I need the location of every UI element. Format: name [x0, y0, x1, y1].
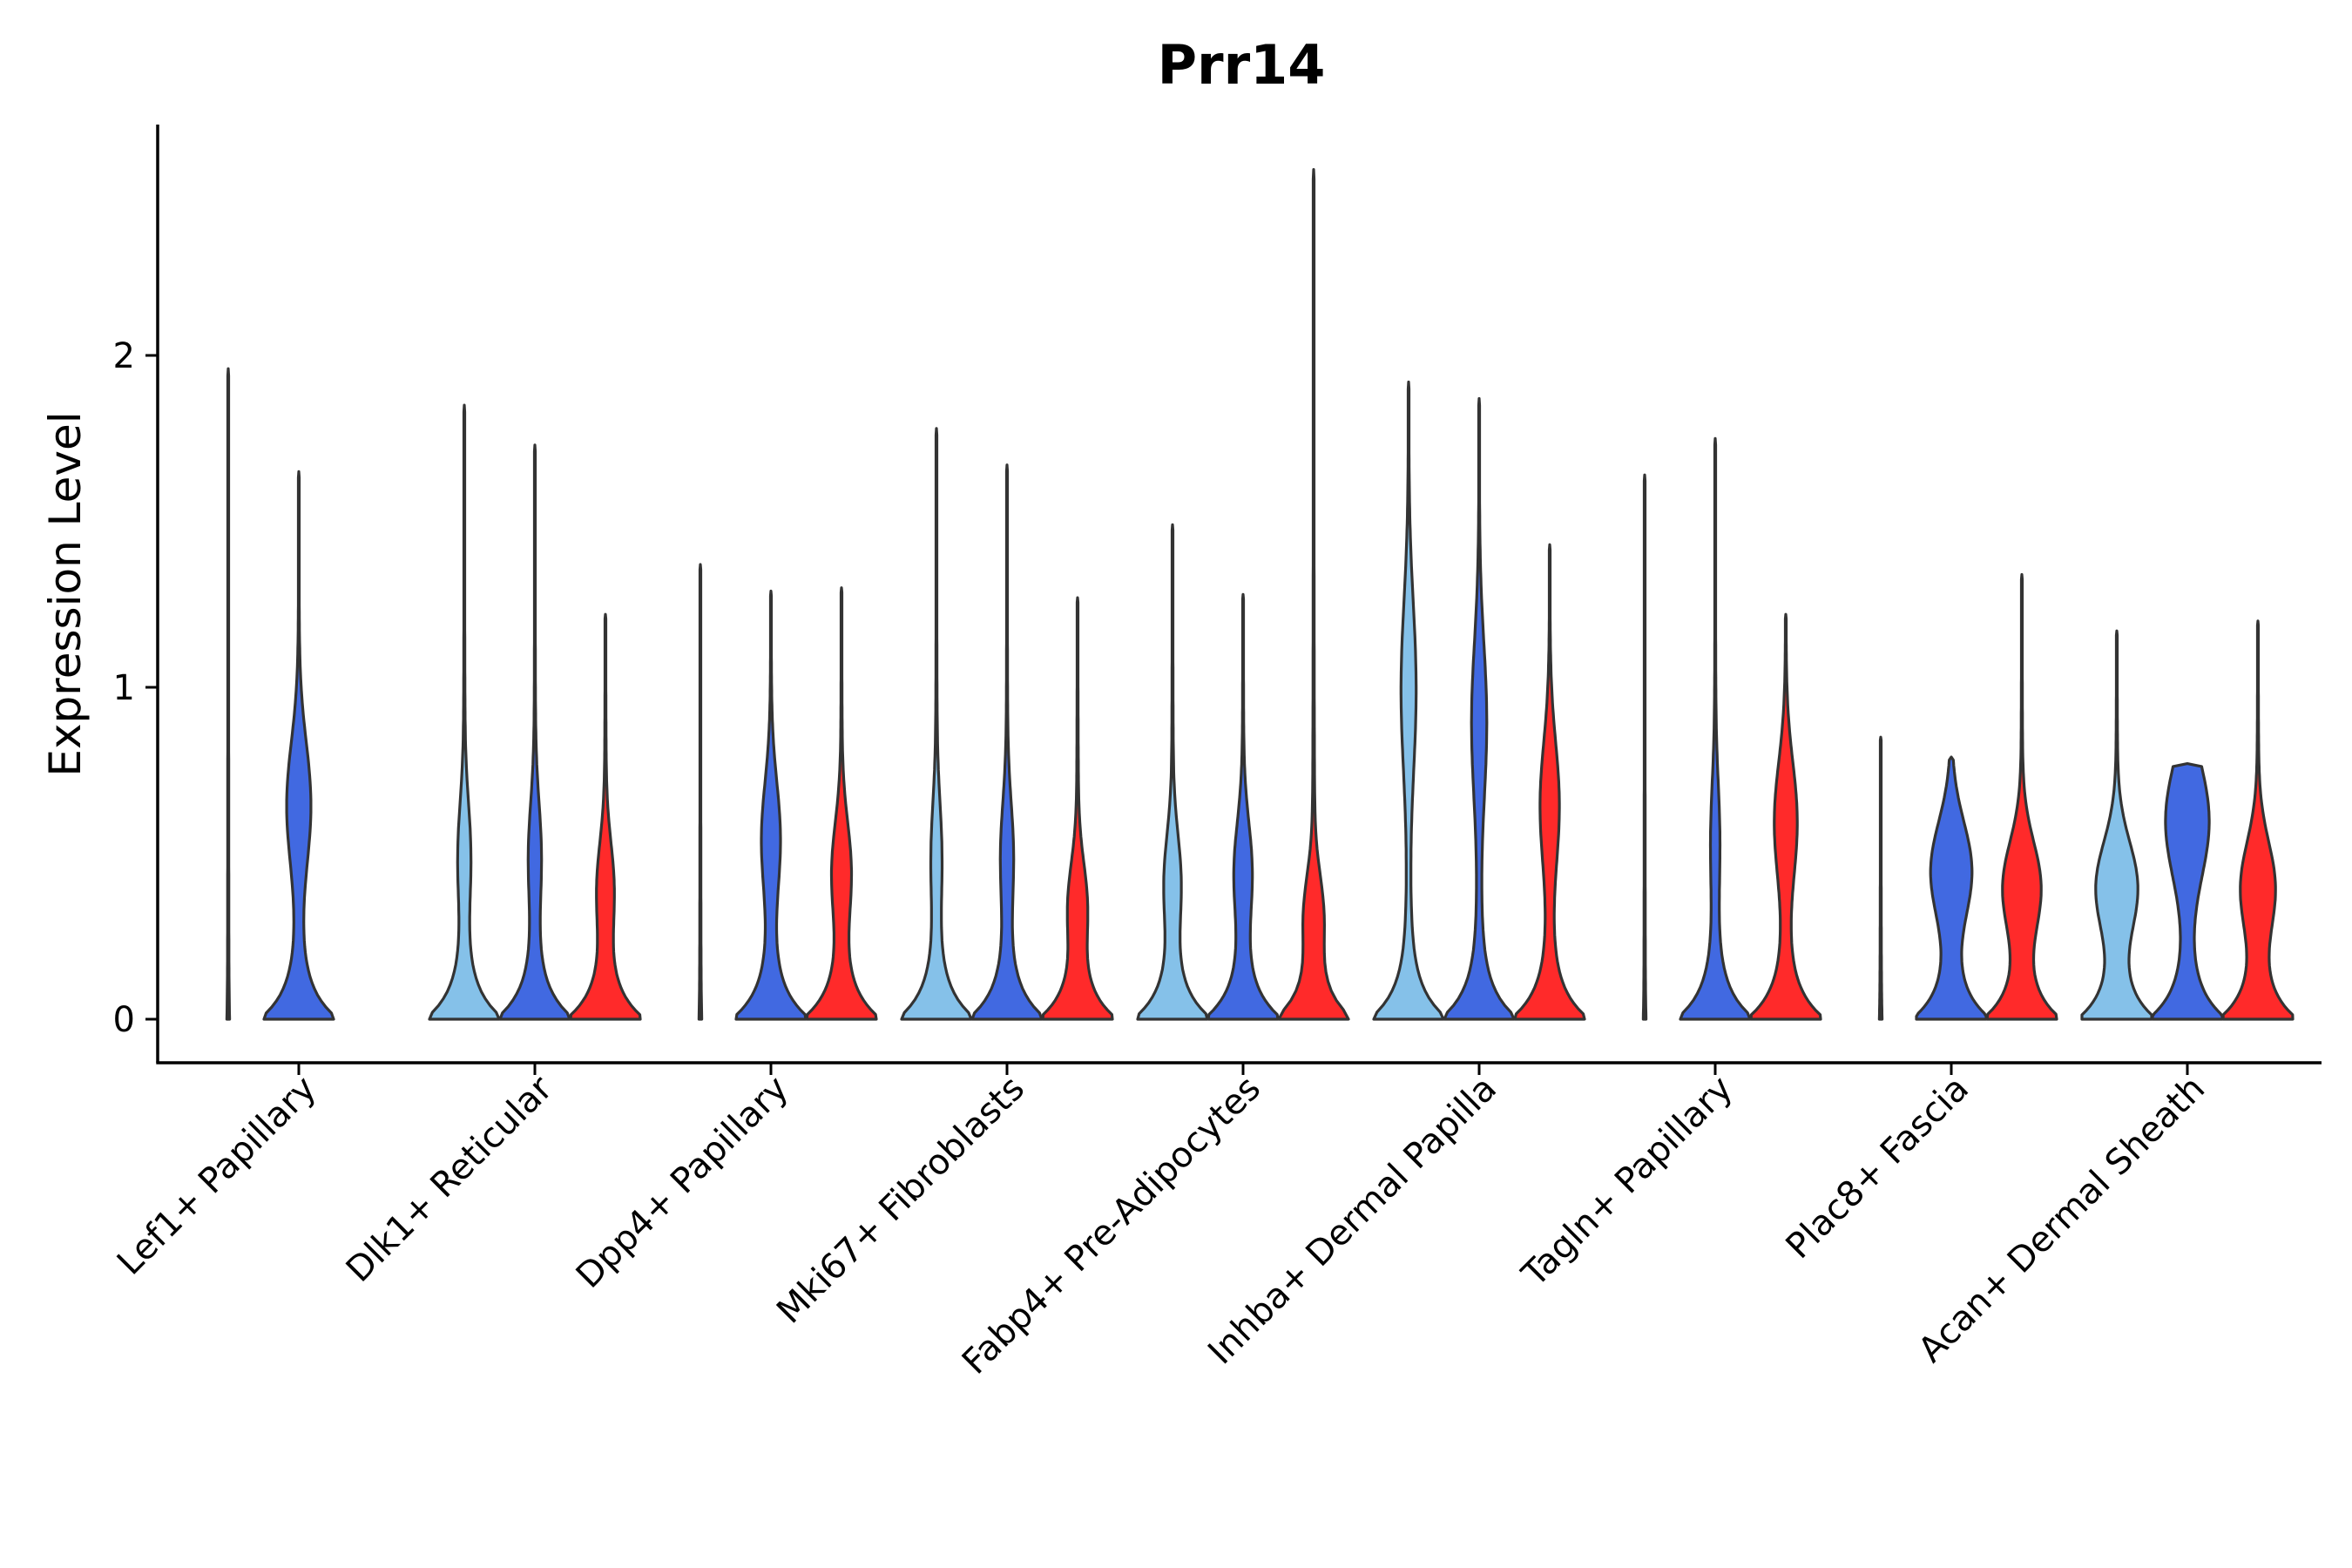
- y-tick-label: 1: [113, 668, 135, 708]
- x-ticks: Lef1+ Papillary Dlk1+ Reticular Dpp4+ Papi…: [110, 1063, 2213, 1382]
- violin-3-1: [697, 563, 704, 1021]
- violin-4-1: [900, 427, 973, 1021]
- violin-1-1: [225, 367, 232, 1021]
- violin-8-1: [1877, 735, 1884, 1021]
- violin-7-3: [1749, 612, 1822, 1021]
- violin-5-2: [1206, 592, 1280, 1021]
- violin-7-1: [1641, 473, 1648, 1021]
- violin-4-2: [970, 463, 1044, 1021]
- violin-2-2: [498, 443, 571, 1021]
- violin-3-2: [734, 589, 808, 1021]
- violin-9-3: [2221, 619, 2295, 1021]
- violin-8-3: [1985, 572, 2058, 1021]
- violin-3-3: [805, 586, 878, 1021]
- violin-6-1: [1372, 380, 1445, 1021]
- violins-layer: [225, 168, 2295, 1021]
- violin-9-2: [2151, 762, 2224, 1021]
- violin-1-2: [262, 470, 335, 1021]
- violin-7-2: [1679, 436, 1752, 1021]
- violin-6-3: [1513, 543, 1586, 1021]
- y-axis-label: Expression Level: [40, 411, 91, 776]
- violin-2-1: [428, 403, 501, 1021]
- violin-8-2: [1915, 755, 1988, 1021]
- y-tick-label: 2: [113, 336, 135, 376]
- x-tick-label: Dpp4+ Papillary: [569, 1069, 796, 1296]
- violin-4-3: [1041, 596, 1114, 1021]
- x-tick-label: Dlk1+ Reticular: [339, 1068, 561, 1290]
- y-tick-label: 0: [113, 1000, 135, 1040]
- x-tick-label: Lef1+ Papillary: [110, 1069, 324, 1283]
- chart-title: Prr14: [1158, 33, 1326, 97]
- x-tick-label: Plac8+ Fascia: [1779, 1069, 1977, 1267]
- violin-9-1: [2080, 629, 2153, 1021]
- violin-6-2: [1443, 396, 1516, 1021]
- violin-5-1: [1136, 523, 1209, 1021]
- violin-2-3: [569, 612, 642, 1021]
- violin-5-3: [1277, 168, 1350, 1021]
- y-ticks: 0 1 2: [113, 336, 158, 1040]
- x-tick-label: Tagln+ Papillary: [1514, 1069, 1740, 1295]
- x-tick-label: Mki67+ Fibroblasts: [769, 1069, 1032, 1332]
